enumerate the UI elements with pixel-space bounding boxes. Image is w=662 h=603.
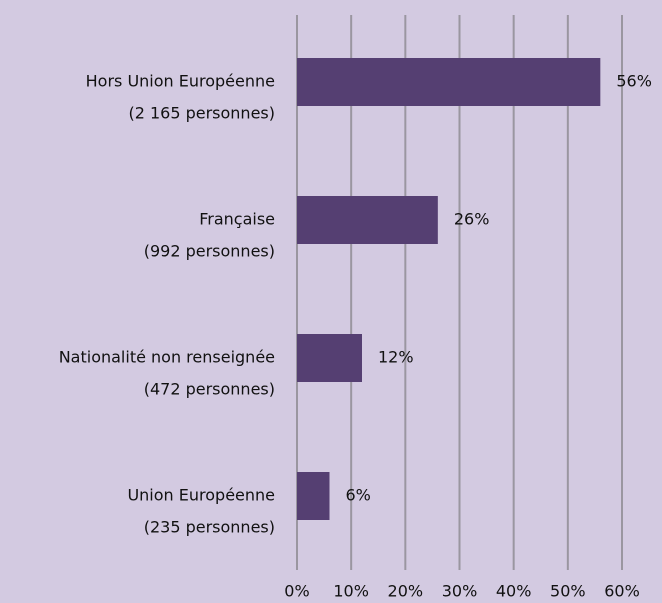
category-label: Française [199, 210, 275, 229]
category-label: (2 165 personnes) [128, 104, 275, 123]
category-label: Nationalité non renseignée [59, 348, 275, 367]
bar [297, 472, 330, 520]
category-label: (472 personnes) [144, 380, 275, 399]
value-label: 6% [346, 486, 371, 505]
bar [297, 334, 362, 382]
x-tick-label: 40% [496, 582, 532, 601]
x-tick-label: 10% [333, 582, 369, 601]
x-tick-label: 30% [442, 582, 478, 601]
x-tick-label: 50% [550, 582, 586, 601]
value-label: 26% [454, 210, 490, 229]
value-label: 56% [616, 72, 652, 91]
category-label: Union Européenne [127, 486, 275, 505]
x-tick-label: 20% [388, 582, 424, 601]
bar [297, 58, 601, 106]
value-label: 12% [378, 348, 414, 367]
category-label: (235 personnes) [144, 518, 275, 537]
category-label: Hors Union Européenne [86, 72, 275, 91]
x-tick-label: 60% [604, 582, 640, 601]
x-tick-label: 0% [284, 582, 309, 601]
category-label: (992 personnes) [144, 242, 275, 261]
bar [297, 196, 438, 244]
